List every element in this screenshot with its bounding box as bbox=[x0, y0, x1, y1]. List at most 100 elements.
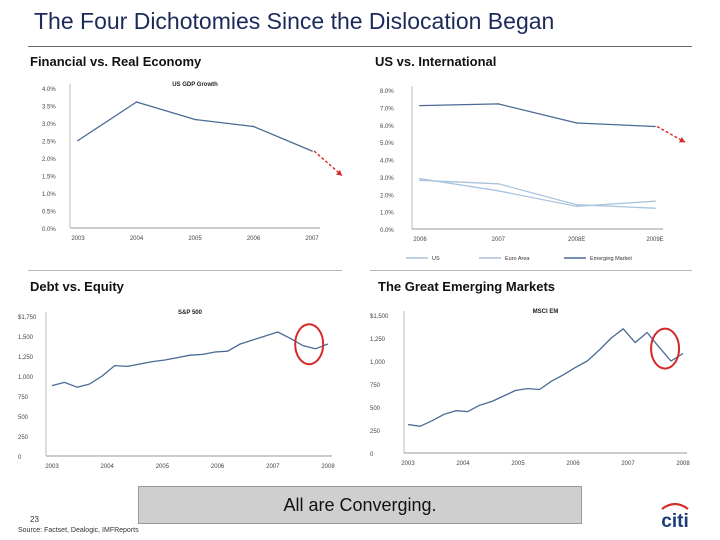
y-tick-label: $1,500 bbox=[370, 314, 389, 320]
y-tick-label: 1.5% bbox=[42, 175, 56, 181]
chart-title: US GDP Growth bbox=[172, 82, 218, 88]
x-tick-label: 2003 bbox=[45, 464, 59, 470]
y-tick-label: 1,250 bbox=[370, 337, 386, 343]
legend-label: Euro Area bbox=[505, 256, 530, 262]
panel-label-emerging-markets: The Great Emerging Markets bbox=[378, 279, 555, 294]
y-tick-label: 3.5% bbox=[42, 105, 56, 111]
x-tick-label: 2007 bbox=[266, 464, 280, 470]
x-tick-label: 2006 bbox=[413, 237, 427, 243]
y-tick-label: 0.5% bbox=[42, 210, 56, 216]
y-tick-label: 3.0% bbox=[380, 176, 394, 182]
x-tick-label: 2005 bbox=[156, 464, 170, 470]
data-point bbox=[654, 200, 656, 202]
slide-title: The Four Dichotomies Since the Dislocati… bbox=[34, 8, 555, 34]
divider-right bbox=[370, 270, 692, 271]
series-line bbox=[77, 101, 313, 152]
logo-text: citi bbox=[661, 511, 688, 530]
y-tick-label: 3.0% bbox=[42, 122, 56, 128]
y-tick-label: 1.0% bbox=[42, 192, 56, 198]
panel-label-financial-real: Financial vs. Real Economy bbox=[30, 54, 202, 69]
data-point bbox=[135, 101, 138, 103]
x-tick-label: 2006 bbox=[566, 461, 580, 467]
x-tick-label: 2008E bbox=[568, 237, 585, 243]
title-rule bbox=[28, 46, 692, 47]
footer-message: All are Converging. bbox=[283, 494, 437, 515]
y-tick-label: 0.0% bbox=[380, 228, 394, 234]
highlight-circle bbox=[650, 327, 681, 370]
data-point bbox=[252, 125, 255, 128]
data-point bbox=[311, 150, 313, 152]
y-tick-label: 500 bbox=[370, 406, 381, 412]
y-tick-label: 0.0% bbox=[42, 227, 56, 233]
series-line bbox=[419, 177, 656, 208]
x-tick-label: 2006 bbox=[247, 236, 261, 242]
y-tick-label: 2.0% bbox=[380, 193, 394, 199]
y-tick-label: 750 bbox=[18, 395, 29, 401]
divider-left bbox=[28, 270, 342, 271]
x-tick-label: 2007 bbox=[305, 236, 319, 242]
panel-label-us-international: US vs. International bbox=[375, 54, 497, 69]
data-point bbox=[575, 205, 578, 208]
y-tick-label: 7.0% bbox=[380, 106, 394, 112]
footer-callout: All are Converging. bbox=[138, 486, 582, 524]
data-point bbox=[575, 122, 578, 124]
y-tick-label: 1,500 bbox=[18, 335, 34, 341]
y-tick-label: 1.0% bbox=[380, 211, 394, 217]
y-tick-label: 4.0% bbox=[42, 87, 56, 93]
y-tick-label: 250 bbox=[18, 435, 29, 441]
y-tick-label: 1,250 bbox=[18, 355, 34, 361]
projection-arrow-line bbox=[656, 125, 686, 143]
legend-label: US bbox=[432, 256, 440, 262]
data-point bbox=[419, 177, 421, 180]
y-tick-label: 2.5% bbox=[42, 140, 56, 146]
y-tick-label: 4.0% bbox=[380, 159, 394, 165]
x-tick-label: 2005 bbox=[511, 461, 525, 467]
y-tick-label: 1,000 bbox=[370, 360, 386, 366]
data-point bbox=[497, 103, 500, 105]
x-tick-label: 2008 bbox=[321, 464, 335, 470]
series-line bbox=[419, 103, 656, 128]
x-tick-label: 2005 bbox=[188, 236, 202, 242]
citi-logo: citi bbox=[661, 502, 689, 530]
series-line bbox=[51, 331, 329, 388]
y-tick-label: 2.0% bbox=[42, 157, 56, 163]
x-tick-label: 2007 bbox=[492, 237, 506, 243]
data-point bbox=[654, 207, 656, 209]
series-line bbox=[407, 328, 684, 427]
x-tick-label: 2004 bbox=[101, 464, 115, 470]
x-tick-label: 2009E bbox=[646, 237, 663, 243]
y-tick-label: 0 bbox=[370, 452, 374, 458]
y-tick-label: 5.0% bbox=[380, 141, 394, 147]
y-tick-label: 0 bbox=[18, 455, 22, 461]
series-line bbox=[419, 179, 656, 209]
projection-arrow-head bbox=[336, 169, 342, 176]
y-tick-label: 500 bbox=[18, 415, 29, 421]
legend-label: Emerging Market bbox=[590, 256, 632, 262]
y-tick-label: 750 bbox=[370, 383, 381, 389]
x-tick-label: 2003 bbox=[71, 236, 85, 242]
y-tick-label: 8.0% bbox=[380, 89, 394, 95]
projection-arrow-line bbox=[313, 150, 343, 177]
data-point bbox=[497, 183, 500, 185]
chart-title: MSCI EM bbox=[533, 309, 559, 315]
source-note: Source: Factset, Dealogic, IMFReports bbox=[18, 527, 139, 534]
highlight-circle bbox=[294, 323, 325, 366]
chart-title: S&P 500 bbox=[178, 310, 203, 316]
data-point bbox=[575, 203, 578, 206]
data-point bbox=[497, 189, 500, 192]
x-tick-label: 2004 bbox=[130, 236, 144, 242]
data-point bbox=[654, 125, 656, 128]
data-point bbox=[419, 179, 421, 182]
x-tick-label: 2007 bbox=[621, 461, 635, 467]
data-point bbox=[419, 104, 421, 107]
page-number: 23 bbox=[30, 515, 39, 524]
y-tick-label: $1,750 bbox=[18, 315, 37, 321]
panel-label-debt-equity: Debt vs. Equity bbox=[30, 279, 124, 294]
y-tick-label: 1,000 bbox=[18, 375, 34, 381]
y-tick-label: 250 bbox=[370, 429, 381, 435]
y-tick-label: 6.0% bbox=[380, 124, 394, 130]
data-point bbox=[77, 139, 79, 142]
x-tick-label: 2008 bbox=[676, 461, 690, 467]
projection-arrow-head bbox=[679, 137, 685, 143]
